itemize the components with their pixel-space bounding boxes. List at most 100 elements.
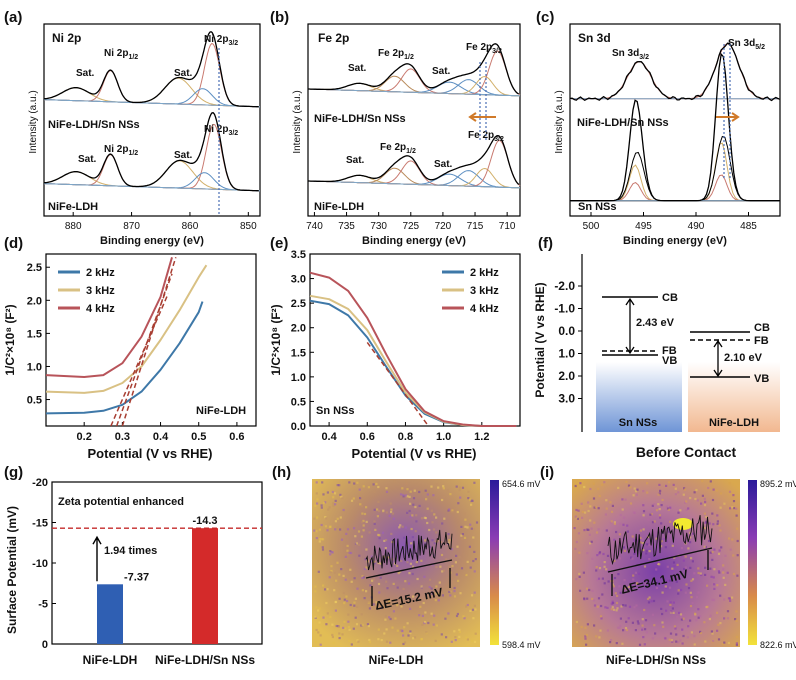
a-bot-sat1: Sat.	[78, 154, 97, 165]
i-noise-px	[597, 597, 601, 600]
i-noise-px	[736, 554, 739, 557]
h-noise-px	[458, 555, 461, 558]
i-noise-px	[575, 578, 578, 581]
h-noise-px	[460, 534, 463, 537]
i-noise-px	[597, 487, 600, 490]
panel-g-ratio: 1.94 times	[104, 545, 157, 557]
h-noise-px	[330, 565, 333, 568]
panel-c: (c) Sn 3d NiFe-LDH/Sn NSs Sn NSs Sn 3d3/…	[536, 9, 781, 247]
h-noise-px	[362, 524, 365, 527]
b-bot-component-3	[308, 173, 520, 189]
h-noise-px	[408, 509, 411, 513]
h-noise-px	[448, 565, 451, 568]
h-noise-px	[376, 508, 379, 511]
f-sn-vb: VB	[662, 355, 677, 367]
d-xtick-label-0: 0.2	[77, 431, 92, 443]
h-noise-px	[442, 485, 445, 488]
i-noise-px	[624, 627, 628, 630]
h-noise-px	[378, 537, 381, 540]
i-caption: NiFe-LDH/Sn NSs	[606, 653, 706, 667]
a-top-ni2p32: Ni 2p3/2	[204, 34, 238, 47]
i-noise-px	[627, 484, 631, 487]
i-noise-px	[631, 535, 634, 538]
h-noise-px	[445, 558, 448, 561]
i-noise-px	[582, 486, 586, 489]
h-noise-px	[336, 526, 340, 529]
h-noise-px	[473, 550, 476, 553]
panel-c-ylabel: Intensity (a.u.)	[554, 90, 565, 153]
i-noise-px	[585, 587, 588, 590]
i-noise-px	[710, 575, 713, 578]
h-noise-px	[412, 637, 415, 640]
i-noise-px	[729, 548, 732, 551]
h-noise-px	[344, 557, 347, 560]
i-noise-px	[683, 488, 686, 491]
i-noise-px	[590, 540, 593, 543]
panel-c-title: Sn 3d	[578, 31, 611, 45]
h-noise-px	[415, 561, 418, 564]
i-noise-px	[625, 628, 629, 632]
i-noise-px	[687, 547, 690, 550]
i-noise-px	[660, 545, 663, 548]
h-noise-px	[444, 617, 447, 620]
h-noise-px	[361, 589, 364, 592]
h-noise-px	[331, 623, 334, 626]
f-ytick-label-4: 2.0	[558, 369, 575, 383]
h-noise-px	[315, 492, 318, 495]
i-noise-px	[646, 597, 650, 600]
h-noise-px	[445, 636, 448, 639]
h-noise-px	[432, 528, 436, 531]
panel-i: (i) ΔE=34.1 mV 895.2 mV 822.6 mV NiFe-LD…	[540, 464, 796, 667]
h-noise-px	[320, 538, 323, 541]
f-ytick-label-3: 1.0	[558, 347, 575, 361]
h-noise-px	[458, 630, 461, 634]
h-noise-px	[355, 623, 359, 626]
i-noise-px	[704, 521, 707, 524]
i-noise-px	[615, 642, 618, 645]
i-noise-px	[689, 541, 692, 544]
panel-d-sample: NiFe-LDH	[196, 405, 246, 417]
h-noise-px	[441, 498, 444, 502]
b-x-tick-label-3: 725	[402, 221, 419, 232]
i-noise-px	[603, 582, 606, 585]
i-noise-px	[583, 597, 586, 600]
h-noise-px	[463, 573, 466, 576]
i-noise-px	[681, 628, 684, 631]
h-noise-px	[409, 515, 412, 518]
b-x-tick-label-6: 710	[499, 221, 516, 232]
h-noise-px	[426, 493, 429, 496]
i-noise-px	[625, 480, 628, 484]
i-noise-px	[655, 561, 658, 564]
i-noise-px	[576, 484, 579, 487]
h-noise-px	[467, 497, 470, 500]
i-scale-max: 895.2 mV	[760, 479, 796, 489]
panel-a-frame	[43, 23, 261, 217]
panel-d-legend: 2 kHz 3 kHz 4 kHz	[58, 267, 115, 315]
h-noise-px	[329, 525, 332, 528]
h-noise-px	[461, 533, 464, 536]
h-noise-px	[469, 609, 472, 612]
h-noise-px	[389, 617, 392, 621]
i-noise-px	[732, 572, 736, 576]
h-noise-px	[403, 641, 407, 644]
h-noise-px	[421, 543, 424, 546]
i-noise-px	[697, 571, 700, 575]
i-noise-px	[638, 572, 641, 575]
h-noise-px	[428, 528, 431, 532]
i-noise-px	[601, 483, 604, 486]
i-noise-px	[652, 599, 656, 603]
f-ldh-block	[688, 362, 780, 432]
i-noise-px	[688, 531, 692, 534]
e-ytick-label-1: 0.5	[291, 396, 306, 408]
i-noise-px	[580, 502, 583, 505]
f-ytick-label-0: -2.0	[554, 279, 575, 293]
h-noise-px	[473, 570, 476, 573]
c-x-tick-label-2: 490	[688, 221, 705, 232]
h-noise-px	[365, 590, 368, 593]
h-noise-px	[469, 566, 472, 569]
i-noise-px	[728, 482, 731, 485]
a-top-background	[43, 99, 261, 108]
h-noise-px	[365, 566, 368, 569]
panel-d-xlabel: Potential (V vs RHE)	[88, 446, 213, 461]
b-top-component-3	[308, 81, 520, 97]
